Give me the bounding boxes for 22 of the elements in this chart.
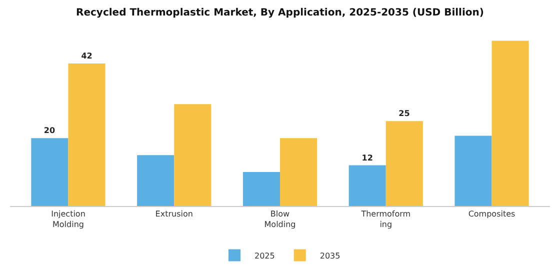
- bar: [31, 138, 68, 206]
- x-tick-label: Blow Molding: [264, 210, 296, 229]
- data-label: 42: [81, 51, 92, 60]
- x-tick-label: Extrusion: [155, 210, 193, 219]
- bar: [386, 121, 423, 206]
- bar: [174, 104, 212, 206]
- data-label: 25: [398, 109, 410, 118]
- bar: [280, 138, 318, 206]
- bar: [68, 63, 106, 206]
- chart-title: Recycled Thermoplastic Market, By Application, 2025-2035 (USD Billion): [76, 7, 484, 18]
- data-label: 12: [362, 153, 373, 162]
- bar: [242, 172, 280, 206]
- bar: [454, 136, 492, 206]
- legend-label: 2025: [254, 251, 275, 260]
- x-tick-label: Injection Molding: [51, 210, 86, 229]
- bar: [492, 40, 529, 206]
- legend-label: 2035: [320, 251, 340, 260]
- data-label: 20: [44, 126, 56, 136]
- x-tick-label: Thermoforming: [360, 210, 411, 229]
- x-tick-label: Composites: [468, 210, 516, 219]
- bar: [348, 165, 386, 206]
- bar: [137, 155, 174, 206]
